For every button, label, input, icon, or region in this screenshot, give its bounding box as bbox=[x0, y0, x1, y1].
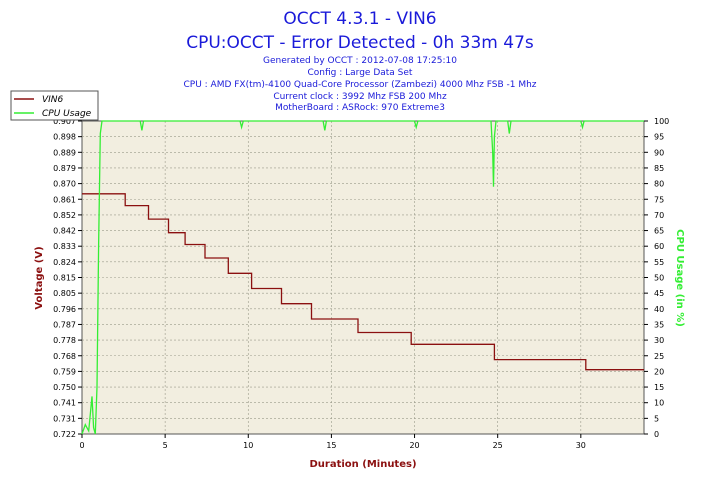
series-line-cpu-usage bbox=[81, 120, 644, 435]
y-tick-label-right: 100 bbox=[654, 117, 669, 126]
y-tick-label-left: 0.833 bbox=[53, 242, 76, 251]
y-tick-label-left: 0.796 bbox=[53, 305, 76, 314]
y-tick-label-left: 0.815 bbox=[53, 274, 76, 283]
y-axis-label-left: Voltage (V) bbox=[34, 246, 45, 309]
y-tick-label-left: 0.778 bbox=[53, 336, 76, 345]
y-tick-label-right: 30 bbox=[654, 336, 664, 345]
x-tick-label: 0 bbox=[79, 441, 84, 450]
y-tick-label-left: 0.731 bbox=[53, 414, 76, 423]
motherboard-info: MotherBoard : ASRock: 970 Extreme3 bbox=[275, 103, 445, 113]
legend-label-vin6: VIN6 bbox=[42, 95, 64, 105]
config-info: Config : Large Data Set bbox=[308, 68, 413, 78]
y-tick-label-right: 95 bbox=[654, 133, 664, 142]
y-tick-label-right: 55 bbox=[654, 258, 664, 267]
y-tick-label-right: 50 bbox=[654, 274, 664, 283]
y-tick-label-right: 25 bbox=[654, 352, 664, 361]
y-tick-label-left: 0.842 bbox=[53, 227, 76, 236]
y-axis-label-right: CPU Usage (in %) bbox=[674, 229, 685, 327]
y-tick-label-left: 0.722 bbox=[53, 430, 76, 439]
y-tick-label-right: 45 bbox=[654, 289, 664, 298]
x-axis-label: Duration (Minutes) bbox=[309, 459, 416, 470]
y-tick-label-right: 15 bbox=[654, 383, 664, 392]
y-tick-label-left: 0.750 bbox=[53, 383, 76, 392]
y-tick-label-right: 35 bbox=[654, 320, 664, 329]
y-tick-label-right: 40 bbox=[654, 305, 664, 314]
legend-box bbox=[10, 90, 99, 121]
y-tick-label-left: 0.759 bbox=[53, 367, 76, 376]
y-tick-label-left: 0.861 bbox=[53, 195, 76, 204]
y-tick-label-right: 90 bbox=[654, 148, 664, 157]
chart-subtitle: CPU:OCCT - Error Detected - 0h 33m 47s bbox=[186, 33, 534, 53]
y-tick-label-left: 0.741 bbox=[53, 399, 76, 408]
y-tick-label-right: 20 bbox=[654, 367, 664, 376]
y-tick-label-left: 0.787 bbox=[53, 320, 76, 329]
y-tick-label-right: 75 bbox=[654, 195, 664, 204]
y-tick-label-left: 0.907 bbox=[53, 117, 76, 126]
y-tick-label-right: 85 bbox=[654, 164, 664, 173]
x-tick-label: 10 bbox=[243, 441, 253, 450]
clock-info: Current clock : 3992 Mhz FSB 200 Mhz bbox=[273, 92, 447, 102]
cpu-info: CPU : AMD FX(tm)-4100 Quad-Core Processo… bbox=[183, 80, 536, 90]
y-tick-label-right: 5 bbox=[654, 414, 659, 423]
x-tick-label: 15 bbox=[326, 441, 336, 450]
grid-lines bbox=[82, 121, 644, 434]
y-tick-label-left: 0.824 bbox=[53, 258, 76, 267]
y-tick-label-left: 0.805 bbox=[53, 289, 76, 298]
y-tick-label-left: 0.870 bbox=[53, 180, 76, 189]
x-tick-label: 20 bbox=[409, 441, 419, 450]
y-tick-label-left: 0.852 bbox=[53, 211, 76, 220]
y-tick-label-right: 70 bbox=[654, 211, 664, 220]
y-tick-label-left: 0.898 bbox=[53, 133, 76, 142]
legend: VIN6 CPU Usage bbox=[10, 90, 99, 121]
y-tick-label-right: 80 bbox=[654, 180, 664, 189]
generated-info: Generated by OCCT : 2012-07-08 17:25:10 bbox=[263, 56, 457, 66]
x-tick-label: 5 bbox=[163, 441, 168, 450]
y-tick-label-right: 60 bbox=[654, 242, 664, 251]
legend-label-cpu-usage: CPU Usage bbox=[42, 109, 92, 119]
x-tick-label: 30 bbox=[576, 441, 586, 450]
y-tick-label-left: 0.768 bbox=[53, 352, 76, 361]
y-tick-label-right: 0 bbox=[654, 430, 659, 439]
x-tick-label: 25 bbox=[493, 441, 503, 450]
series-line-vin6 bbox=[82, 193, 644, 371]
y-tick-label-left: 0.879 bbox=[53, 164, 76, 173]
chart-title: OCCT 4.3.1 - VIN6 bbox=[283, 9, 436, 29]
y-tick-label-right: 65 bbox=[654, 227, 664, 236]
y-tick-label-right: 10 bbox=[654, 399, 664, 408]
series-lines bbox=[81, 120, 644, 435]
y-tick-label-left: 0.889 bbox=[53, 148, 76, 157]
tick-labels: 0.907 0.898 0.889 0.879 0.870 0.861 0.852 0.842… bbox=[53, 117, 669, 450]
